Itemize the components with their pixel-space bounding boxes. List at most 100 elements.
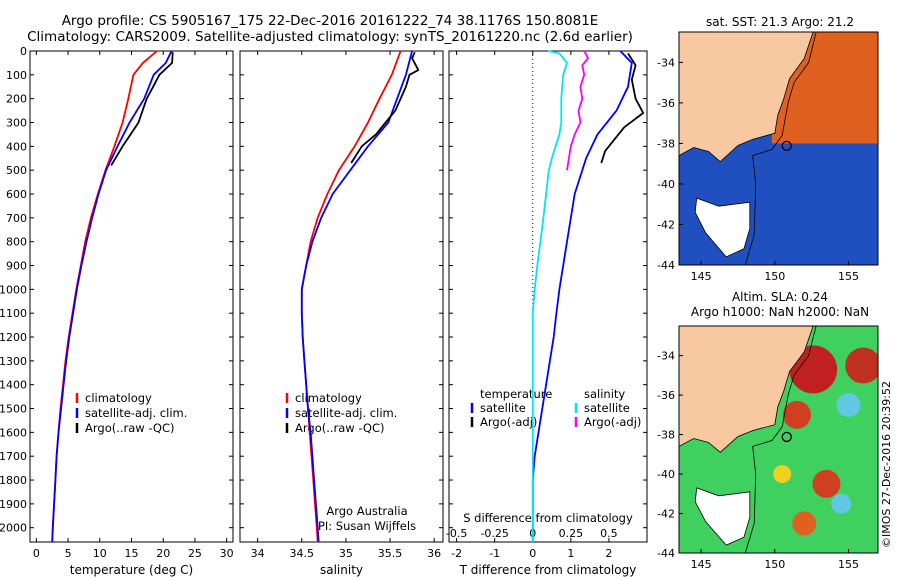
map-lat-label: -44 <box>657 259 675 272</box>
x-tick-label: 20 <box>156 547 170 560</box>
mainland-coast <box>679 32 814 163</box>
series-line-salinity-1 <box>300 50 413 543</box>
panel-frame <box>448 50 648 543</box>
s-tick-label: 0.25 <box>559 527 584 540</box>
sla-anomaly-eddy <box>836 392 861 417</box>
argo-position-marker <box>781 431 792 443</box>
map-lat-label: -44 <box>657 547 675 560</box>
map-lon-label: 145 <box>691 270 712 283</box>
map-frame <box>678 325 879 554</box>
sst-map-title: sat. SST: 21.3 Argo: 21.2 <box>705 15 855 29</box>
map-lat-label: -42 <box>657 218 675 231</box>
s-tick-label: -0.25 <box>480 527 508 540</box>
depth-tick-label: 200 <box>6 93 27 106</box>
depth-tick-label: 1200 <box>0 331 27 344</box>
panel-difference: -2 -1 0 1 2 T difference from climatology S di… <box>446 50 648 577</box>
sla-anomaly-eddy <box>782 400 811 429</box>
tasmania-coast <box>694 197 751 258</box>
shelf-contour <box>744 326 817 553</box>
figure-title-line-2: Climatology: CARS2009. Satellite-adjuste… <box>27 29 633 45</box>
map-lat-label: -34 <box>657 56 675 69</box>
imos-credit: ©IMOS 27-Dec-2016 20:39:52 <box>880 381 893 548</box>
depth-tick-label: 1000 <box>0 283 27 296</box>
x-tick-label: 36 <box>427 547 441 560</box>
x-tick-label: 0 <box>33 547 40 560</box>
depth-tick-label: 1900 <box>0 498 27 511</box>
s-tick-label: 0.5 <box>600 527 618 540</box>
annotation-line: Argo Australia <box>326 504 407 518</box>
legend-entry: Argo(-adj) <box>480 415 537 429</box>
sla-map-title: Altim. SLA: 0.24 <box>731 290 829 304</box>
legend-entry: satellite-adj. clim. <box>85 406 187 420</box>
legend-entry: satellite-adj. clim. <box>295 406 397 420</box>
s-tick-label: -0.5 <box>446 527 467 540</box>
depth-tick-label: 0 <box>20 45 27 58</box>
panel-temperature: 0100200300400500600700800900100011001200… <box>0 45 234 577</box>
legend-entry: climatology <box>85 391 152 405</box>
series-line-difference-1 <box>600 52 645 164</box>
series-line-difference-3 <box>566 50 589 171</box>
series-line-salinity-2 <box>350 51 420 164</box>
mainland-coast <box>679 326 814 453</box>
legend-title-salinity: salinity <box>584 387 625 401</box>
map-lon-label: 150 <box>764 558 785 571</box>
legend-entry: satellite <box>584 401 630 415</box>
depth-tick-label: 400 <box>6 140 27 153</box>
map-lat-label: -40 <box>657 178 675 191</box>
x-axis-label: salinity <box>320 563 363 577</box>
shelf-contour <box>744 32 817 265</box>
sla-anomaly-eddy <box>831 493 852 514</box>
x-tick-label: 25 <box>188 547 202 560</box>
x-axis-label: temperature (deg C) <box>70 563 193 577</box>
x-tick-label: -1 <box>489 547 500 560</box>
map-lat-label: -36 <box>657 97 675 110</box>
depth-tick-label: 900 <box>6 260 27 273</box>
sla-map-subtitle: Argo h1000: NaN h2000: NaN <box>690 305 870 319</box>
map-area <box>679 32 878 265</box>
depth-tick-label: 1100 <box>0 307 27 320</box>
legend-entry: climatology <box>295 391 362 405</box>
x-axis-label-top: S difference from climatology <box>463 511 633 525</box>
depth-tick-label: 1800 <box>0 474 27 487</box>
map-lat-label: -34 <box>657 350 675 363</box>
x-tick-label: 35 <box>339 547 353 560</box>
sla-anomaly-eddy <box>812 469 841 498</box>
depth-tick-label: 1300 <box>0 355 27 368</box>
series-line-temperature-2 <box>110 52 174 166</box>
series-line-difference-0 <box>531 50 633 542</box>
map-lat-label: -36 <box>657 389 675 402</box>
x-tick-label: 2 <box>605 547 612 560</box>
depth-tick-label: 600 <box>6 188 27 201</box>
map-frame <box>678 31 879 266</box>
legend-entry: Argo(..raw -QC) <box>295 421 385 435</box>
x-tick-label: -2 <box>451 547 462 560</box>
sla-anomaly-eddy <box>845 347 878 384</box>
legend-entry: Argo(..raw -QC) <box>85 421 175 435</box>
map-area <box>679 326 878 553</box>
depth-tick-label: 700 <box>6 212 27 225</box>
map-lon-label: 150 <box>764 270 785 283</box>
x-tick-label: 1 <box>567 547 574 560</box>
x-tick-label: 15 <box>125 547 139 560</box>
depth-tick-label: 100 <box>6 69 27 82</box>
depth-tick-label: 1600 <box>0 426 27 439</box>
series-line-difference-2 <box>531 50 568 542</box>
series-line-temperature-1 <box>51 50 173 543</box>
panel-frame <box>239 50 444 543</box>
depth-tick-label: 1700 <box>0 450 27 463</box>
x-tick-label: 34 <box>251 547 265 560</box>
depth-tick-label: 300 <box>6 117 27 130</box>
x-tick-label: 35.5 <box>378 547 403 560</box>
map-lon-label: 145 <box>691 558 712 571</box>
x-tick-label: 30 <box>220 547 234 560</box>
argo-position-marker <box>781 140 792 152</box>
legend-title-temperature: temperature <box>480 387 552 401</box>
depth-tick-label: 1500 <box>0 403 27 416</box>
sla-anomaly-eddy <box>773 465 792 484</box>
panel-salinity: 34 34.5 35 35.5 36 salinity climatologysatelli… <box>239 50 444 577</box>
depth-tick-label: 2000 <box>0 522 27 535</box>
map-sla: -34 -36 -38 -40 -42 -44 145 150 155 <box>657 325 879 571</box>
map-lon-label: 155 <box>838 558 859 571</box>
x-tick-label: 0 <box>529 547 536 560</box>
